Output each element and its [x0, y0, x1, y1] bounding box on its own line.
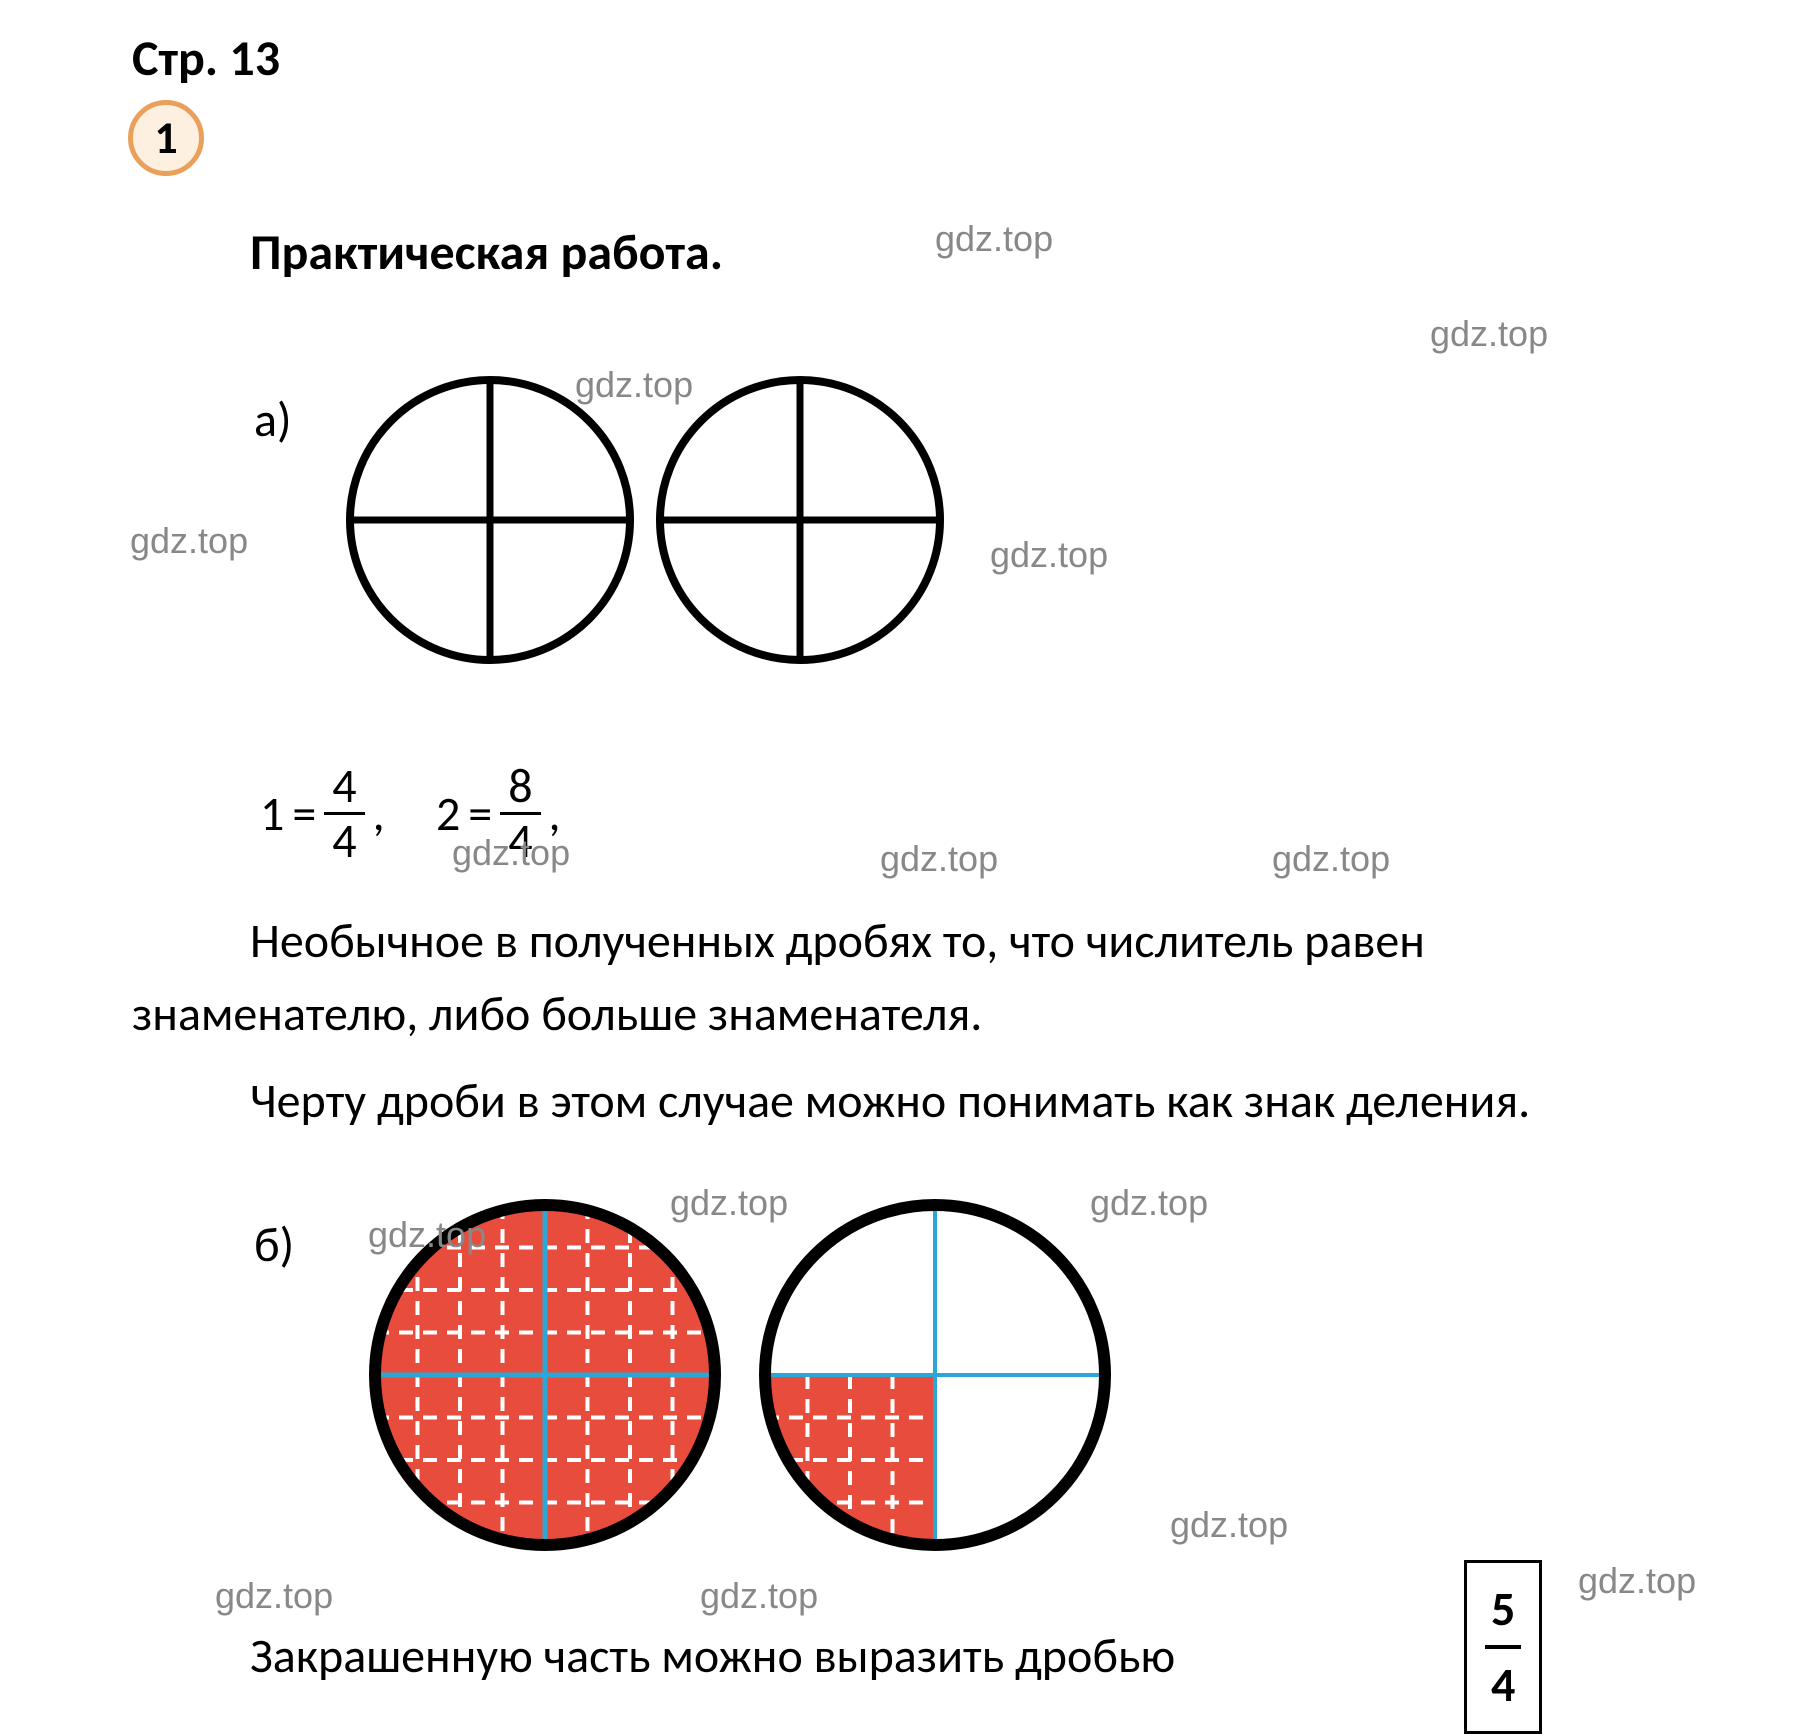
- watermark-text: gdz.top: [670, 1182, 788, 1224]
- diagram-a: [340, 370, 960, 675]
- watermark-text: gdz.top: [935, 218, 1053, 260]
- equals-sign: =: [292, 784, 316, 843]
- watermark-text: gdz.top: [990, 534, 1108, 576]
- watermark-text: gdz.top: [1578, 1560, 1696, 1602]
- watermark-text: gdz.top: [700, 1575, 818, 1617]
- watermark-text: gdz.top: [368, 1214, 486, 1256]
- result-line: Закрашенную часть можно выразить дробью …: [250, 1620, 1175, 1692]
- diagram-a-svg: [340, 370, 960, 670]
- part-a-label: а): [254, 390, 292, 449]
- result-text: Закрашенную часть можно выразить дробью: [250, 1620, 1175, 1692]
- eq2-numerator: 8: [500, 760, 540, 812]
- circle-a-1: [350, 380, 630, 660]
- exercise-number-badge: 1: [128, 100, 204, 176]
- eq1-numerator: 4: [324, 760, 364, 812]
- eq1-lhs: 1: [260, 784, 284, 843]
- eq1-fraction: 4 4: [324, 760, 364, 867]
- watermark-text: gdz.top: [1090, 1182, 1208, 1224]
- result-denominator: 4: [1485, 1645, 1521, 1721]
- comma: ,: [373, 784, 428, 843]
- result-numerator: 5: [1485, 1573, 1521, 1645]
- badge-number-text: 1: [154, 110, 177, 166]
- watermark-text: gdz.top: [1272, 838, 1390, 880]
- watermark-text: gdz.top: [215, 1575, 333, 1617]
- watermark-text: gdz.top: [452, 832, 570, 874]
- paragraph2: Черту дроби в этом случае можно понимать…: [250, 1065, 1530, 1137]
- eq1-denominator: 4: [324, 812, 364, 867]
- circle-a-2: [660, 380, 940, 660]
- paragraph1-line1: Необычное в полученных дробях то, что чи…: [250, 905, 1425, 977]
- part-b-label: б): [254, 1215, 294, 1274]
- watermark-text: gdz.top: [130, 520, 248, 562]
- watermark-text: gdz.top: [575, 364, 693, 406]
- watermark-text: gdz.top: [1430, 313, 1548, 355]
- paragraph1-line2: знаменателю, либо больше знаменателя.: [132, 978, 982, 1050]
- section-title: Практическая работа.: [250, 222, 723, 283]
- watermark-text: gdz.top: [880, 838, 998, 880]
- result-fraction-box: 5 4: [1464, 1560, 1542, 1734]
- watermark-text: gdz.top: [1170, 1504, 1288, 1546]
- page-header: Стр. 13: [132, 28, 280, 89]
